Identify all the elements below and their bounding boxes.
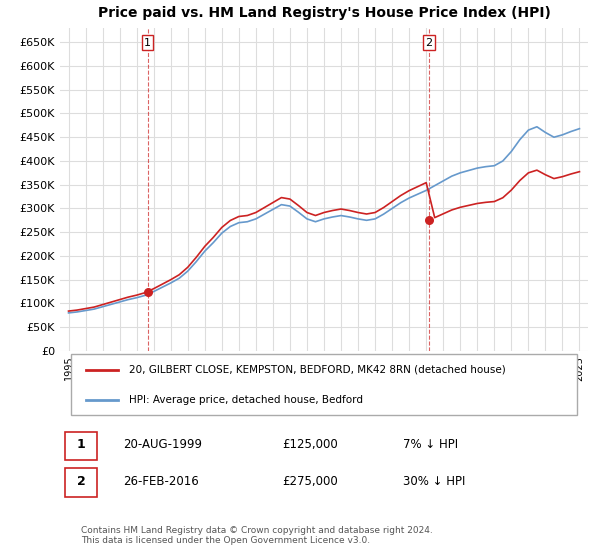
Text: £125,000: £125,000 — [282, 438, 338, 451]
FancyBboxPatch shape — [65, 468, 97, 497]
Title: 20, GILBERT CLOSE, KEMPSTON, BEDFORD, MK42 8RN
Price paid vs. HM Land Registry's: 20, GILBERT CLOSE, KEMPSTON, BEDFORD, MK… — [98, 0, 550, 20]
Text: 7% ↓ HPI: 7% ↓ HPI — [403, 438, 458, 451]
Text: 26-FEB-2016: 26-FEB-2016 — [124, 474, 199, 488]
Text: 1: 1 — [144, 38, 151, 48]
Text: £275,000: £275,000 — [282, 474, 338, 488]
Text: HPI: Average price, detached house, Bedford: HPI: Average price, detached house, Bedf… — [128, 395, 362, 405]
Text: 20, GILBERT CLOSE, KEMPSTON, BEDFORD, MK42 8RN (detached house): 20, GILBERT CLOSE, KEMPSTON, BEDFORD, MK… — [128, 365, 505, 375]
Text: 20-AUG-1999: 20-AUG-1999 — [124, 438, 202, 451]
Text: 2: 2 — [77, 474, 85, 488]
Point — [424, 216, 434, 225]
Text: 30% ↓ HPI: 30% ↓ HPI — [403, 474, 466, 488]
FancyBboxPatch shape — [65, 432, 97, 460]
Text: Contains HM Land Registry data © Crown copyright and database right 2024.
This d: Contains HM Land Registry data © Crown c… — [81, 526, 433, 545]
Point — [143, 287, 152, 296]
FancyBboxPatch shape — [71, 354, 577, 415]
Text: 2: 2 — [425, 38, 433, 48]
Text: 1: 1 — [77, 438, 85, 451]
